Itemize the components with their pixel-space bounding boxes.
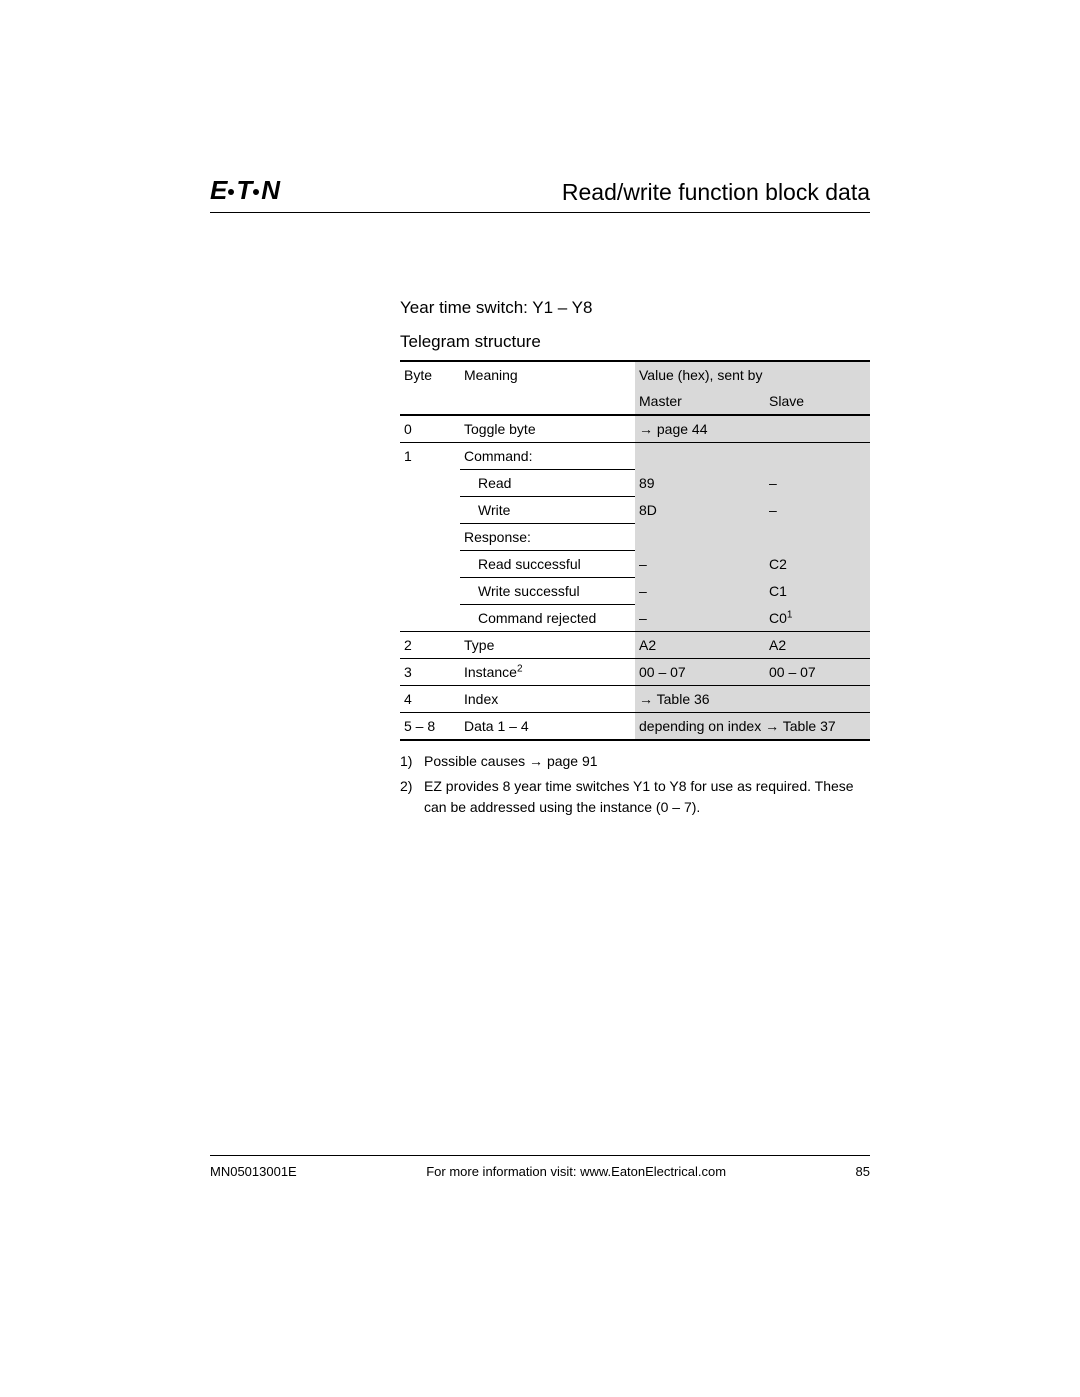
cell-meaning: Data 1 – 4 <box>460 713 635 741</box>
th-meaning: Meaning <box>460 361 635 415</box>
subsection: Year time switch: Y1 – Y8 Telegram struc… <box>400 298 870 818</box>
page-number: 85 <box>856 1164 870 1179</box>
cell-slave: C01 <box>765 605 870 632</box>
cell-byte: 5 – 8 <box>400 713 460 741</box>
section-subtitle: Telegram structure <box>400 332 870 352</box>
superscript: 1 <box>787 609 793 620</box>
table-row: 3 Instance2 00 – 07 00 – 07 <box>400 659 870 686</box>
logo-dot-icon <box>228 189 234 195</box>
cell-meaning: Command: <box>460 443 635 470</box>
th-value-group: Value (hex), sent by <box>635 361 870 388</box>
cell-slave: C2 <box>765 551 870 578</box>
cell-master <box>635 443 765 470</box>
cell-master: 89 <box>635 470 765 497</box>
page-title: Read/write function block data <box>562 179 870 206</box>
table-header-row: Byte Meaning Value (hex), sent by <box>400 361 870 388</box>
cell-meaning: Write <box>460 497 635 524</box>
page: ETN Read/write function block data Year … <box>0 0 1080 1397</box>
th-master: Master <box>635 388 765 415</box>
table-row: 0 Toggle byte → page 44 <box>400 415 870 443</box>
section-title: Year time switch: Y1 – Y8 <box>400 298 870 318</box>
cell-meaning-text: Instance <box>464 664 517 680</box>
cell-slave <box>765 524 870 551</box>
cell-slave: 00 – 07 <box>765 659 870 686</box>
table-row: Response: <box>400 524 870 551</box>
footnote: 2) EZ provides 8 year time switches Y1 t… <box>400 776 870 818</box>
cell-slave-text: C0 <box>769 610 787 626</box>
cell-byte: 3 <box>400 659 460 686</box>
footnote-text: EZ provides 8 year time switches Y1 to Y… <box>424 776 870 818</box>
page-footer: MN05013001E For more information visit: … <box>210 1155 870 1179</box>
th-slave: Slave <box>765 388 870 415</box>
telegram-table: Byte Meaning Value (hex), sent by Master… <box>400 360 870 741</box>
cell-byte <box>400 578 460 605</box>
logo-text-left: E <box>210 175 226 206</box>
cell-master: – <box>635 605 765 632</box>
cell-byte <box>400 551 460 578</box>
th-byte: Byte <box>400 361 460 415</box>
cell-master <box>635 524 765 551</box>
cell-meaning: Response: <box>460 524 635 551</box>
table-row: Command rejected – C01 <box>400 605 870 632</box>
footnote-number: 1) <box>400 751 424 772</box>
cell-meaning: Read <box>460 470 635 497</box>
cell-byte <box>400 524 460 551</box>
table-row: Read 89 – <box>400 470 870 497</box>
cell-meaning: Index <box>460 686 635 713</box>
cell-slave <box>765 443 870 470</box>
cell-master: – <box>635 578 765 605</box>
table-row: 1 Command: <box>400 443 870 470</box>
logo-dot-icon <box>253 189 259 195</box>
cell-meaning: Instance2 <box>460 659 635 686</box>
table-row: 2 Type A2 A2 <box>400 632 870 659</box>
cell-byte <box>400 497 460 524</box>
cell-meaning: Read successful <box>460 551 635 578</box>
cell-meaning: Toggle byte <box>460 415 635 443</box>
logo-text-mid: T <box>236 175 251 206</box>
cell-byte: 4 <box>400 686 460 713</box>
cell-byte: 2 <box>400 632 460 659</box>
superscript: 2 <box>517 663 523 674</box>
footer-center: For more information visit: www.EatonEle… <box>426 1164 726 1179</box>
cell-meaning: Write successful <box>460 578 635 605</box>
logo-text-right: N <box>261 175 279 206</box>
eaton-logo: ETN <box>210 175 279 206</box>
cell-slave: A2 <box>765 632 870 659</box>
doc-id: MN05013001E <box>210 1164 297 1179</box>
footnotes: 1) Possible causes → page 91 2) EZ provi… <box>400 751 870 818</box>
cell-byte <box>400 470 460 497</box>
cell-master: A2 <box>635 632 765 659</box>
cell-byte <box>400 605 460 632</box>
cell-master: – <box>635 551 765 578</box>
page-header: ETN Read/write function block data <box>210 175 870 213</box>
cell-slave: – <box>765 470 870 497</box>
cell-value: → Table 36 <box>635 686 870 713</box>
cell-meaning: Type <box>460 632 635 659</box>
cell-slave: C1 <box>765 578 870 605</box>
table-row: Write successful – C1 <box>400 578 870 605</box>
footnote-number: 2) <box>400 776 424 818</box>
cell-slave: – <box>765 497 870 524</box>
table-row: Write 8D – <box>400 497 870 524</box>
cell-meaning: Command rejected <box>460 605 635 632</box>
table-row: Read successful – C2 <box>400 551 870 578</box>
cell-master: 8D <box>635 497 765 524</box>
footnote-text: Possible causes → page 91 <box>424 751 870 772</box>
cell-byte: 1 <box>400 443 460 470</box>
cell-master: 00 – 07 <box>635 659 765 686</box>
content-area: ETN Read/write function block data Year … <box>210 175 870 1187</box>
cell-value: → page 44 <box>635 415 870 443</box>
table-row: 4 Index → Table 36 <box>400 686 870 713</box>
footnote: 1) Possible causes → page 91 <box>400 751 870 772</box>
cell-byte: 0 <box>400 415 460 443</box>
cell-value: depending on index → Table 37 <box>635 713 870 741</box>
table-row: 5 – 8 Data 1 – 4 depending on index → Ta… <box>400 713 870 741</box>
